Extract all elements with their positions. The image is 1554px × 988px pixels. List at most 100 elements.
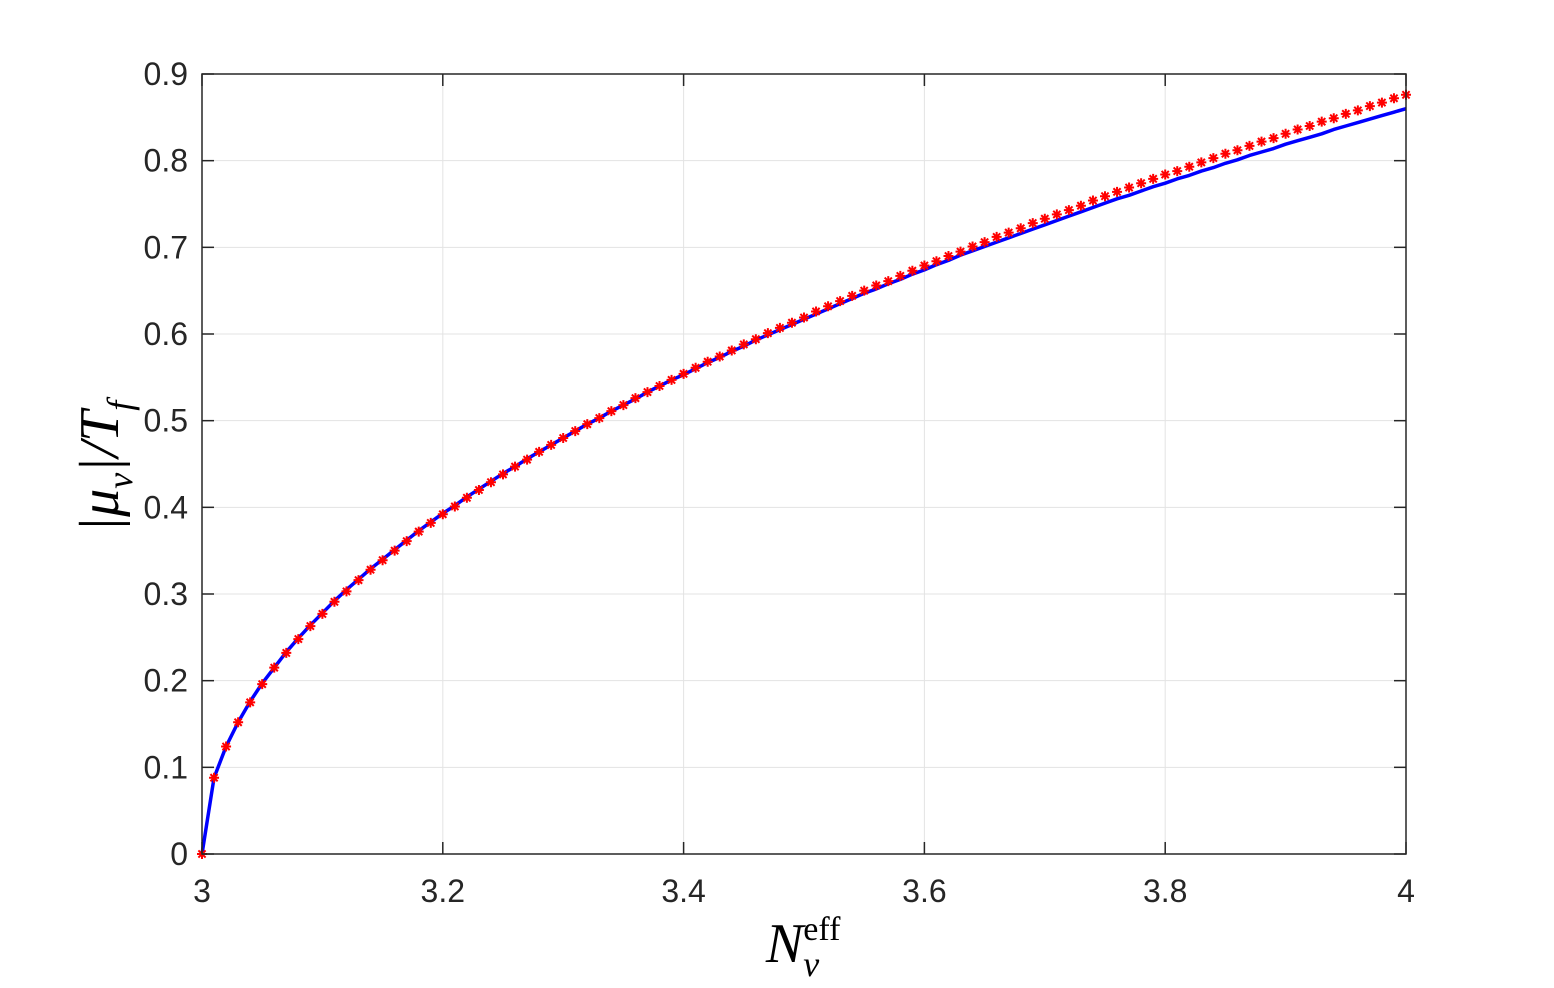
- marker: [1184, 161, 1195, 172]
- marker: [690, 362, 701, 373]
- marker: [967, 241, 978, 252]
- y-tick-label: 0.7: [144, 229, 188, 265]
- marker: [1388, 93, 1399, 104]
- marker: [317, 608, 328, 619]
- marker: [931, 256, 942, 267]
- marker: [811, 306, 822, 317]
- marker: [257, 679, 268, 690]
- y-tick-label: 0.4: [144, 489, 188, 525]
- marker: [979, 237, 990, 248]
- marker: [1100, 191, 1110, 202]
- plot-area: [197, 89, 1411, 859]
- marker: [955, 246, 966, 257]
- marker: [991, 231, 1002, 242]
- marker: [666, 374, 677, 385]
- marker: [642, 387, 653, 398]
- x-tick-label: 3.6: [902, 873, 946, 909]
- x-tick-label: 4: [1397, 873, 1415, 909]
- marker: [558, 433, 569, 443]
- marker: [835, 296, 846, 307]
- marker: [1136, 178, 1147, 189]
- marker: [702, 356, 713, 367]
- x-tick-label: 3.8: [1143, 873, 1187, 909]
- marker: [907, 265, 918, 276]
- marker: [1148, 173, 1159, 184]
- marker: [582, 419, 593, 430]
- marker: [1340, 108, 1351, 119]
- marker: [799, 312, 809, 323]
- marker: [209, 772, 220, 783]
- x-tick-label: 3: [193, 873, 211, 909]
- marker: [485, 477, 496, 488]
- marker: [1051, 209, 1062, 220]
- marker: [546, 439, 557, 450]
- marker: [1292, 124, 1303, 135]
- label-part: ν: [100, 473, 140, 489]
- marker: [269, 662, 280, 673]
- y-tick-label: 0.3: [144, 576, 188, 612]
- marker: [1196, 157, 1207, 168]
- marker: [1220, 148, 1231, 159]
- marker: [389, 545, 400, 556]
- marker: [1208, 153, 1219, 164]
- marker: [1328, 113, 1339, 124]
- marker: [594, 413, 605, 424]
- marker: [1364, 101, 1375, 112]
- marker: [678, 368, 689, 379]
- marker: [293, 634, 304, 645]
- marker: [413, 526, 424, 537]
- label-part: N: [765, 913, 806, 975]
- marker: [221, 741, 232, 752]
- x-tick-label: 3.2: [421, 873, 465, 909]
- marker: [1256, 136, 1267, 147]
- marker: [1376, 97, 1387, 108]
- marker: [1087, 195, 1098, 206]
- marker: [245, 697, 256, 708]
- y-axis-label: |μν|/Tf: [69, 396, 140, 533]
- x-tick-label: 3.4: [661, 873, 705, 909]
- y-tick-label: 0.2: [144, 663, 188, 699]
- y-tick-label: 0.1: [144, 749, 188, 785]
- marker: [473, 485, 484, 495]
- marker: [618, 400, 629, 411]
- marker: [895, 270, 906, 281]
- marker: [750, 334, 761, 345]
- marker: [1280, 128, 1291, 139]
- marker: [425, 517, 436, 528]
- marker: [883, 276, 894, 287]
- label-part: ν: [803, 944, 819, 984]
- marker: [1352, 105, 1363, 116]
- marker: [329, 596, 340, 607]
- marker: [1268, 133, 1279, 144]
- marker: [233, 717, 244, 728]
- marker: [1244, 140, 1255, 151]
- ticks: 3 3.2 3.4 3.6 3.8 4 0 0.1 0.2 0.3 0.4 0.5 0.6 0.7 0.8 0…: [144, 56, 1415, 909]
- marker: [762, 328, 773, 339]
- marker: [1015, 223, 1026, 234]
- label-part: |/T: [69, 407, 131, 473]
- axes-box: [201, 73, 1407, 855]
- marker: [1112, 186, 1123, 197]
- marker: [871, 280, 882, 291]
- marker: [401, 536, 412, 547]
- marker: [1304, 121, 1315, 131]
- marker: [522, 454, 533, 465]
- label-part: |μ: [69, 489, 131, 533]
- marker: [437, 509, 448, 520]
- marker: [1039, 213, 1050, 224]
- marker: [341, 586, 352, 597]
- label-part: eff: [803, 911, 841, 948]
- marker: [353, 575, 364, 586]
- marker: [534, 446, 545, 457]
- marker: [1160, 169, 1171, 180]
- marker: [1003, 227, 1014, 238]
- marker: [630, 393, 641, 404]
- marker: [1027, 218, 1038, 229]
- marker: [823, 301, 834, 312]
- marker: [449, 501, 460, 512]
- marker: [281, 647, 292, 658]
- marker: [1124, 182, 1135, 193]
- marker: [1232, 145, 1243, 156]
